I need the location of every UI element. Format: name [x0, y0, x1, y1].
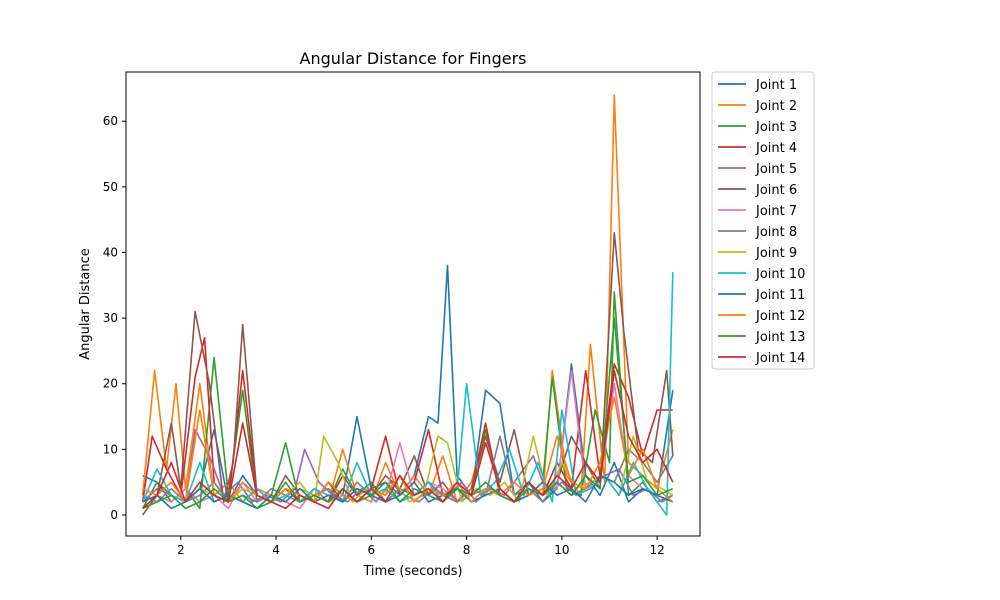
y-axis-label: Angular Distance — [78, 248, 93, 360]
legend-entry: Joint 3 — [755, 120, 797, 135]
y-tick-label: 10 — [103, 442, 118, 456]
legend-entry: Joint 6 — [755, 183, 797, 198]
series-line-joint-7 — [142, 369, 674, 510]
y-axis: 0 10 20 30 40 50 60 — [103, 114, 126, 522]
plot-lines — [141, 94, 674, 516]
legend-entry: Joint 4 — [755, 141, 797, 156]
x-tick-label: 2 — [177, 543, 185, 557]
x-axis-label: Time (seconds) — [362, 564, 462, 579]
series-line-joint-1 — [142, 264, 674, 503]
x-tick-label: 8 — [463, 543, 471, 557]
legend: Joint 1 Joint 2 Joint 3 Joint 4 Joint 5 Joint… — [711, 71, 815, 370]
legend-entry: Joint 12 — [755, 309, 805, 324]
y-tick-label: 40 — [103, 245, 118, 259]
x-tick-label: 4 — [272, 543, 280, 557]
legend-entry: Joint 5 — [755, 162, 797, 177]
y-tick-label: 30 — [103, 311, 118, 325]
chart-title: Angular Distance for Fingers — [300, 49, 527, 68]
series-line-joint-12 — [142, 396, 674, 503]
x-tick-label: 6 — [367, 543, 375, 557]
series-line-joint-14 — [142, 369, 674, 510]
y-tick-label: 20 — [103, 377, 118, 391]
legend-entry: Joint 2 — [755, 99, 797, 114]
legend-frame — [711, 71, 815, 370]
legend-entry: Joint 14 — [755, 351, 805, 366]
plot-frame — [125, 71, 701, 537]
x-tick-label: 10 — [554, 543, 569, 557]
series-line-joint-10 — [141, 272, 674, 516]
legend-entry: Joint 13 — [755, 330, 805, 345]
legend-entry: Joint 7 — [755, 204, 797, 219]
series-line-joint-13 — [142, 317, 674, 510]
legend-entry: Joint 1 — [755, 78, 797, 93]
legend-entry: Joint 10 — [755, 267, 805, 282]
x-axis: 2 4 6 8 10 12 — [177, 536, 665, 557]
y-tick-label: 50 — [103, 180, 118, 194]
y-tick-label: 0 — [110, 508, 118, 522]
x-tick-label: 12 — [649, 543, 664, 557]
y-tick-label: 60 — [103, 114, 118, 128]
legend-entry: Joint 11 — [755, 288, 805, 303]
legend-entry: Joint 9 — [755, 246, 797, 261]
legend-entry: Joint 8 — [755, 225, 797, 240]
